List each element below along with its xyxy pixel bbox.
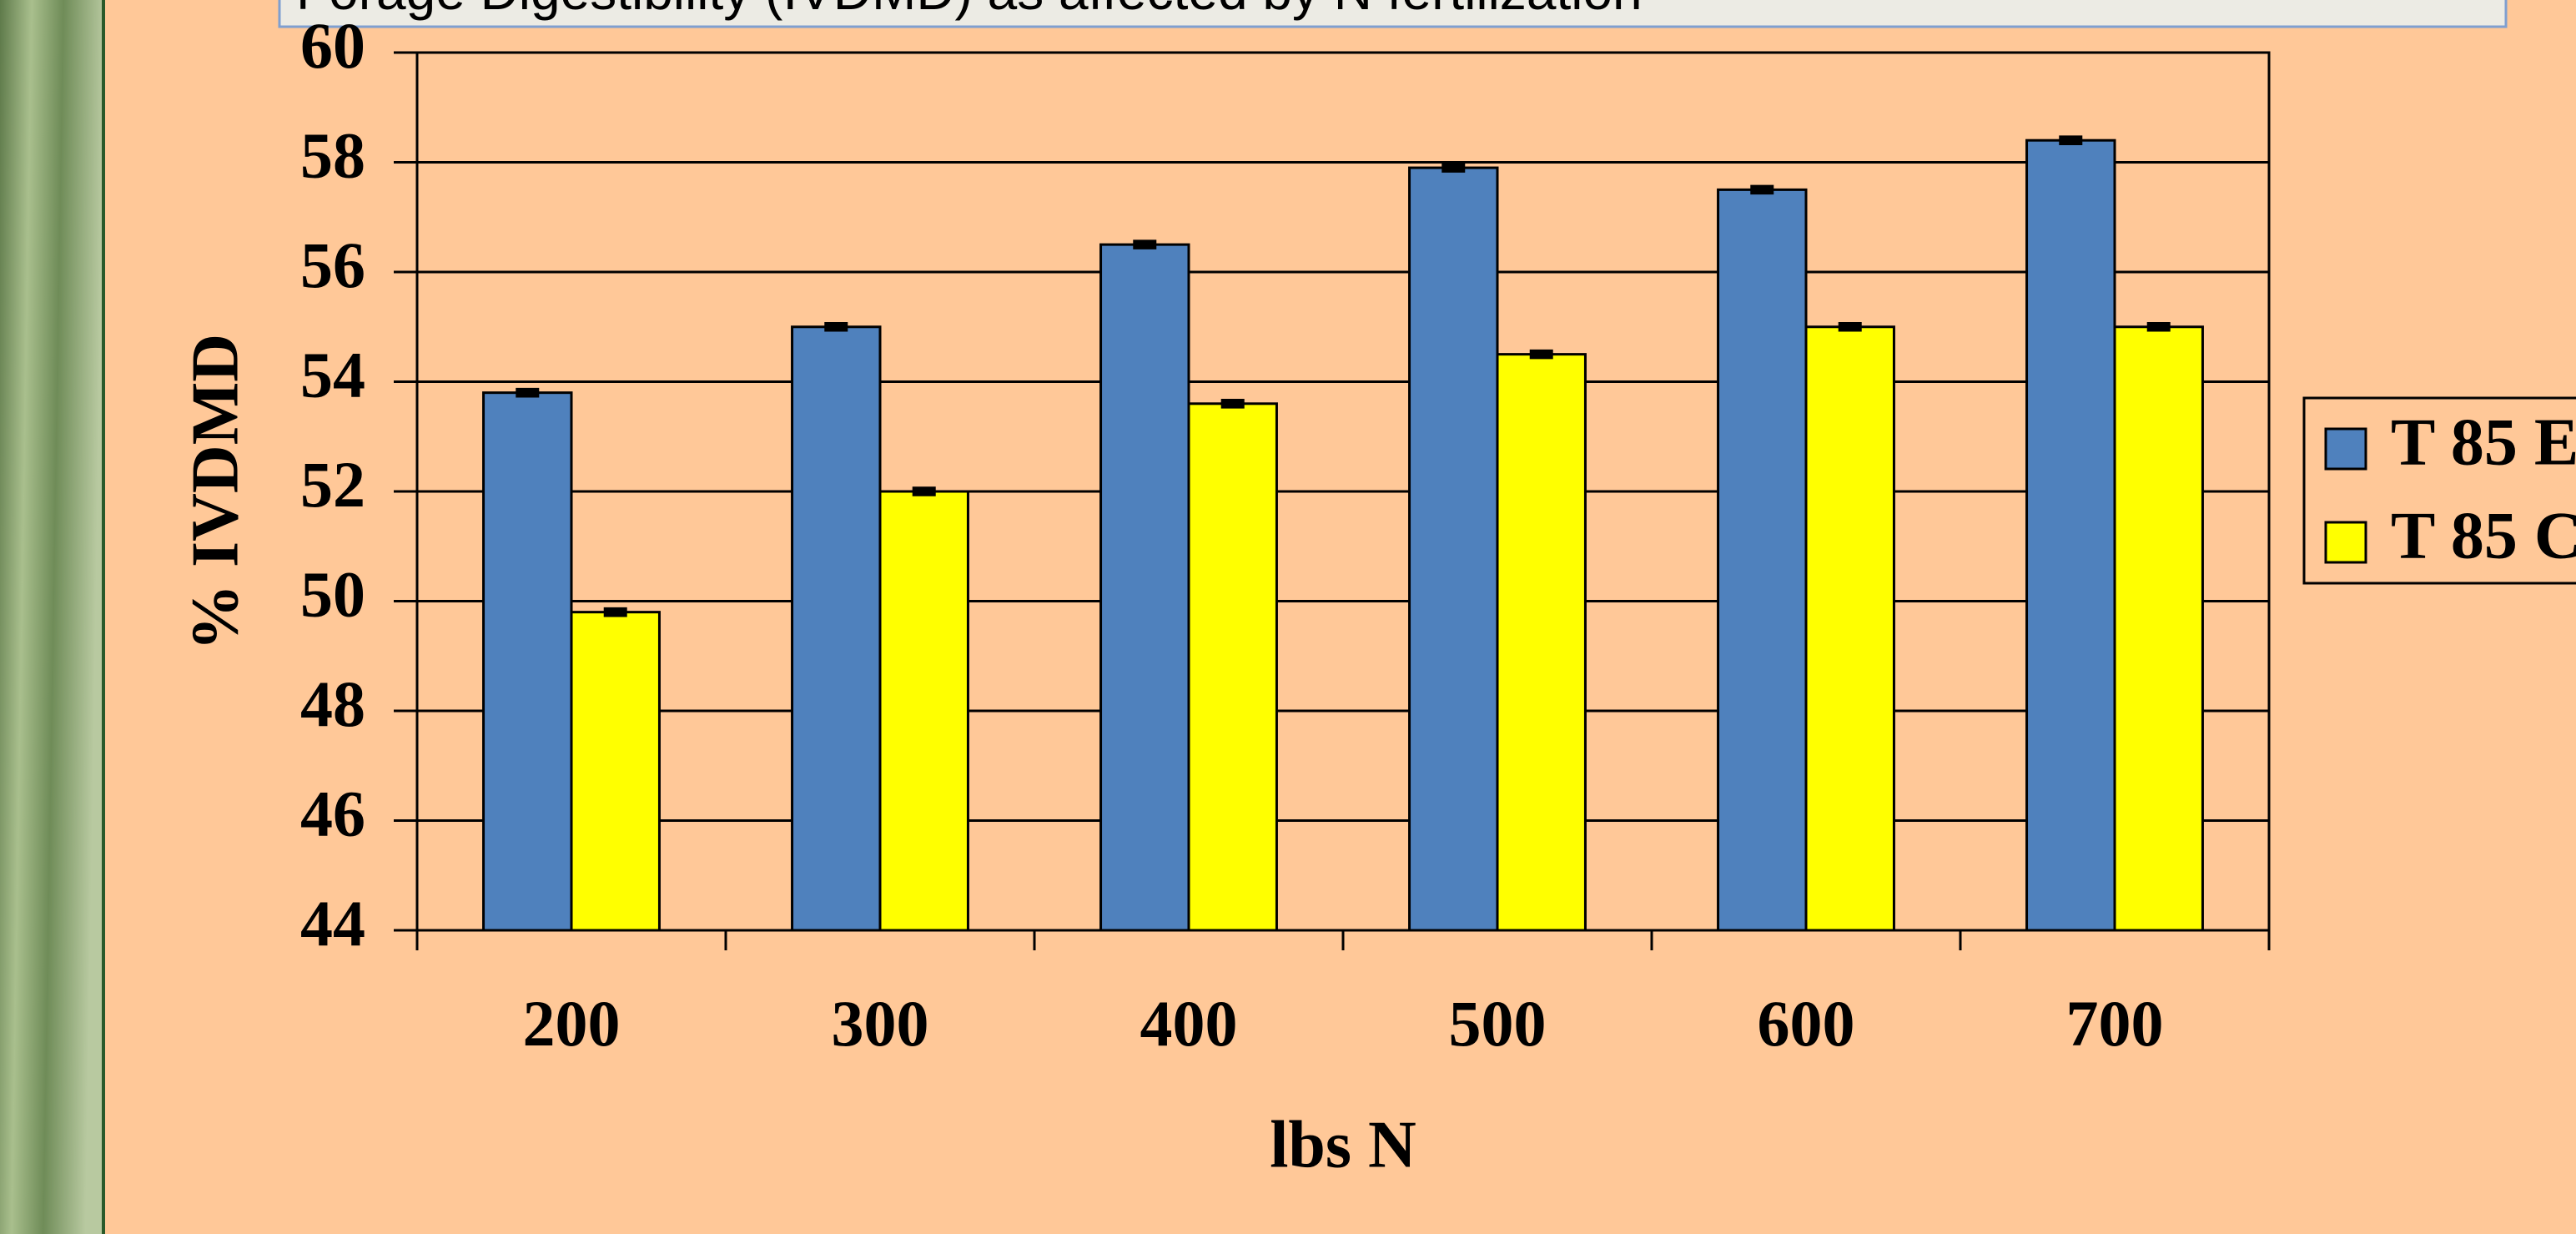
bar — [2027, 140, 2115, 930]
y-tick-label: 46 — [300, 777, 365, 849]
x-tick-label: 200 — [523, 987, 621, 1060]
bar — [1806, 327, 1894, 930]
chart: Forage Digestibility (IVDMD) as affected… — [0, 0, 2576, 1234]
x-tick-label: 700 — [2066, 987, 2164, 1060]
bar — [1101, 244, 1189, 930]
y-tick-label: 48 — [300, 667, 365, 740]
x-tick-label: 400 — [1140, 987, 1238, 1060]
bar — [1497, 355, 1585, 930]
x-tick-label: 500 — [1449, 987, 1547, 1060]
y-tick-label: 52 — [300, 448, 365, 521]
legend-label: T 85 C — [2391, 499, 2576, 572]
bar — [484, 393, 571, 930]
x-tick-label: 300 — [832, 987, 929, 1060]
y-tick-label: 58 — [300, 118, 365, 191]
bar — [2115, 327, 2202, 930]
bar — [1189, 404, 1276, 930]
y-tick-label: 56 — [300, 229, 365, 301]
chart-title: Forage Digestibility (IVDMD) as affected… — [296, 0, 1643, 21]
side-border — [102, 0, 105, 1234]
y-tick-label: 50 — [300, 557, 365, 630]
side-image — [0, 0, 102, 1234]
legend-swatch — [2326, 522, 2366, 562]
x-axis-label: lbs N — [1270, 1108, 1416, 1181]
x-tick-label: 600 — [1758, 987, 1855, 1060]
bar — [1410, 168, 1497, 930]
legend-label: T 85 E — [2391, 405, 2576, 479]
bar — [571, 612, 659, 930]
bar — [792, 327, 880, 930]
y-tick-label: 60 — [300, 9, 365, 82]
y-tick-label: 44 — [300, 887, 365, 959]
bar — [1718, 189, 1806, 930]
y-tick-label: 54 — [300, 338, 365, 410]
y-axis-label: % IVDMD — [179, 334, 252, 651]
legend-swatch — [2326, 429, 2366, 469]
bar — [880, 491, 968, 930]
